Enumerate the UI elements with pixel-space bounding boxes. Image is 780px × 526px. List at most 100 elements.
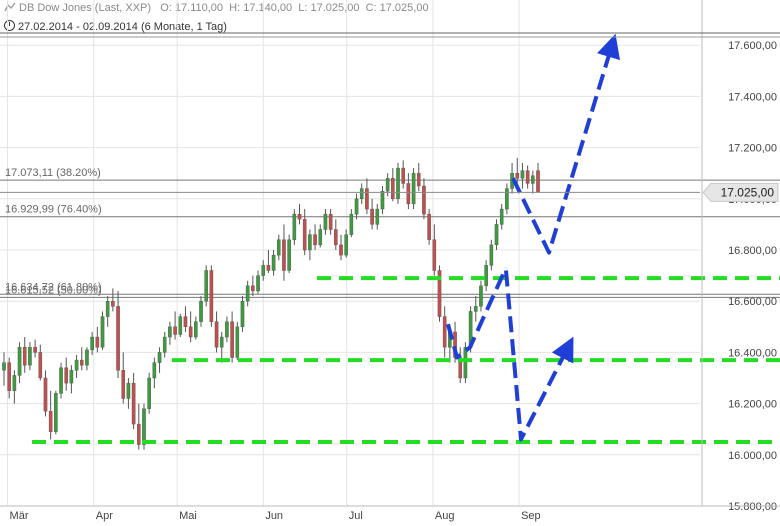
x-tick-label: Aug [435, 510, 455, 522]
candle [157, 347, 162, 373]
candle [64, 357, 69, 391]
candle [173, 311, 177, 340]
candle [458, 347, 463, 384]
candle [194, 316, 198, 340]
candle [240, 296, 245, 332]
candle [147, 372, 151, 414]
candle [282, 224, 286, 281]
candle [515, 157, 520, 184]
candle [7, 357, 11, 399]
candle [204, 265, 208, 307]
candle [121, 352, 126, 404]
y-tick-label: 17.400,00 [728, 91, 777, 103]
candle [396, 162, 400, 204]
candle [473, 296, 478, 322]
open-value: O: 17.110,00 [160, 2, 224, 14]
candle [95, 326, 100, 353]
candle [432, 224, 437, 276]
candle [416, 162, 421, 192]
high-value: H: 17.140,00 [229, 2, 293, 14]
y-tick-label: 16.000,00 [728, 450, 777, 462]
x-tick-label: Mai [179, 510, 197, 522]
candle [48, 390, 53, 440]
date-range: 27.02.2014 - 02.09.2014 (6 Monate, 1 Tag… [18, 21, 227, 33]
candle [499, 203, 504, 230]
candle [219, 331, 224, 363]
candle [339, 234, 343, 261]
y-tick-label: 16.600,00 [728, 296, 777, 308]
candle [225, 316, 229, 343]
candle [38, 344, 43, 381]
candle [354, 193, 359, 220]
close-value: C: 17.025,00 [365, 2, 429, 14]
candle [17, 342, 22, 384]
instrument-name: DB Dow Jones (Last, XXP) [19, 2, 152, 14]
candle [43, 370, 48, 417]
y-tick-label: 16.400,00 [728, 347, 777, 359]
candle [531, 170, 535, 194]
last-price-label: 17.025,00 [721, 185, 775, 199]
candle [214, 311, 219, 353]
candle [152, 357, 157, 389]
candle [230, 311, 234, 363]
x-tick-label: Jul [349, 510, 363, 522]
candle [28, 342, 32, 371]
candle [334, 219, 338, 250]
candle [79, 347, 84, 371]
fib-level-label: 16.634,72 (61.80%) [5, 281, 102, 293]
candle [178, 314, 183, 338]
candle [297, 203, 302, 225]
forecast-arrow-rebound [446, 267, 508, 360]
candle [12, 370, 17, 404]
candle [90, 331, 94, 355]
candle [313, 224, 317, 250]
candle [422, 178, 426, 220]
candle [318, 224, 323, 248]
candle [411, 168, 416, 210]
x-tick-label: Sep [521, 510, 541, 522]
y-tick-label: 16.200,00 [728, 399, 777, 411]
candle [437, 265, 442, 322]
x-tick-label: Jun [265, 510, 283, 522]
candle [323, 209, 328, 235]
candle [54, 390, 58, 435]
candle [302, 209, 307, 256]
candle [168, 321, 172, 345]
candle [505, 183, 509, 215]
candle [271, 250, 276, 276]
candle [520, 162, 525, 189]
candle [131, 372, 136, 430]
x-tick-label: Apr [96, 510, 113, 522]
candle [116, 290, 120, 378]
candle [22, 337, 27, 373]
candle [126, 378, 131, 409]
candle [349, 209, 354, 238]
candle [344, 229, 348, 258]
candle [359, 183, 364, 204]
candle [245, 280, 250, 307]
candle [406, 173, 411, 210]
date-range-header: 27.02.2014 - 02.09.2014 (6 Monate, 1 Tag… [4, 20, 227, 33]
candle [188, 311, 193, 343]
candle [370, 198, 374, 230]
candle [525, 165, 530, 189]
y-tick-label: 17.800,00 [728, 0, 777, 1]
candle [365, 178, 369, 215]
candle [183, 306, 188, 332]
candle [401, 160, 406, 189]
last-price-marker: 17.025,00 [0, 182, 779, 202]
chart-logo-icon [4, 2, 16, 12]
candle [235, 321, 240, 361]
candle [442, 306, 447, 358]
y-tick-label: 17.200,00 [728, 143, 777, 155]
candle [479, 280, 483, 312]
candle [136, 403, 141, 450]
y-tick-label: 15.800,00 [728, 501, 777, 513]
candle [2, 352, 6, 386]
y-tick-label: 17.600,00 [728, 40, 777, 52]
candle [287, 234, 291, 274]
candle [100, 311, 105, 350]
candle [308, 229, 312, 261]
candle [380, 186, 385, 215]
candle [427, 209, 431, 245]
